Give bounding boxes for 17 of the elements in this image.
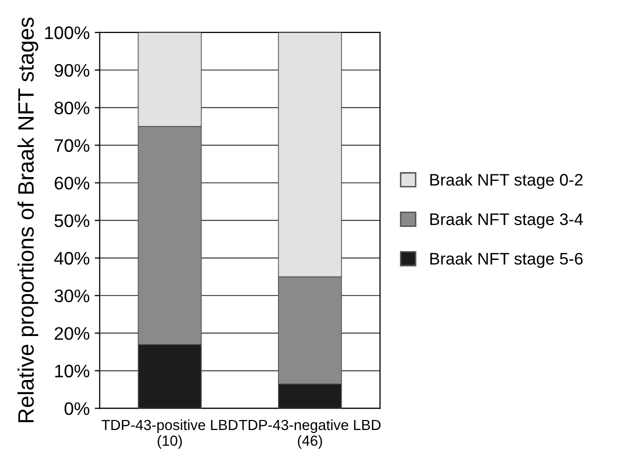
- y-tick-label: 10%: [55, 364, 90, 378]
- y-tick-label: 0%: [64, 402, 90, 416]
- x-tick-label: TDP-43-negative LBD (46): [238, 419, 381, 449]
- legend-label: Braak NFT stage 0-2: [430, 173, 583, 190]
- legend-label: Braak NFT stage 3-4: [430, 212, 583, 228]
- y-tick-label: 70%: [54, 139, 90, 152]
- y-axis-title: Relative proportions of Braak NFT stages: [18, 18, 38, 422]
- y-tick-label: 60%: [54, 176, 90, 190]
- y-tick-label: 90%: [54, 64, 90, 77]
- legend-label: Braak NFT stage 5-6: [430, 252, 583, 268]
- y-tick-label: 50%: [54, 214, 90, 228]
- y-tick-label: 40%: [54, 252, 90, 265]
- y-tick-label: 20%: [54, 327, 90, 340]
- y-tick-label: 30%: [54, 290, 90, 302]
- y-tick-label: 100%: [45, 26, 90, 40]
- x-tick-label: TDP-43-positive LBD (10): [102, 419, 238, 449]
- y-tick-label: 80%: [54, 102, 90, 114]
